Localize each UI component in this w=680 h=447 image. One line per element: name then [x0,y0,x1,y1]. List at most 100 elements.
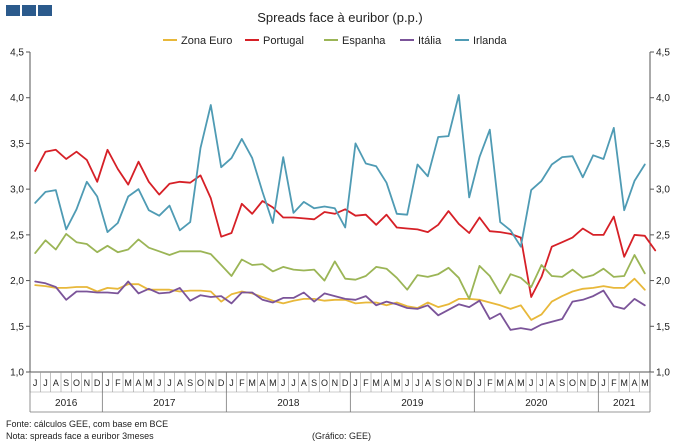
month-tick-label: O [321,378,328,388]
logo-block [22,5,36,16]
y-tick-label-right: 3,0 [656,185,670,196]
y-tick-label-right: 3,5 [656,139,670,150]
month-tick-label: N [456,378,463,388]
month-tick-label: J [601,378,606,388]
month-tick-label: S [559,378,565,388]
footer-credit: (Gráfico: GEE) [312,431,372,441]
y-tick-label-right: 4,0 [656,93,670,104]
y-tick-label-right: 1,0 [656,368,670,379]
month-tick-label: F [239,378,245,388]
month-tick-label: A [383,378,389,388]
y-tick-label-left: 2,0 [10,276,24,287]
footer-source: Fonte: cálculos GEE, com base em BCE [6,419,169,429]
month-tick-label: A [53,378,59,388]
month-tick-label: J [291,378,296,388]
month-tick-label: M [517,378,525,388]
month-tick-label: F [363,378,369,388]
footer-note: Nota: spreads face a euribor 3meses [6,431,154,441]
month-tick-label: S [187,378,193,388]
y-tick-label-right: 2,0 [656,276,670,287]
month-tick-label: A [631,378,637,388]
month-tick-label: J [157,378,162,388]
chart-axes: 1,0 1,0 1,5 1,5 2,0 2,0 2,5 2,5 3,0 3,0 3,5 3,5 4,0 4… [10,48,670,413]
month-tick-label: A [177,378,183,388]
legend-label: Espanha [342,35,386,47]
month-tick-label: A [507,378,513,388]
month-tick-label: O [445,378,452,388]
month-tick-label: D [590,378,597,388]
month-tick-label: M [620,378,628,388]
month-tick-label: J [353,378,358,388]
y-tick-label-left: 1,0 [10,368,24,379]
month-tick-label: F [611,378,617,388]
y-tick-label-left: 4,5 [10,48,24,59]
month-tick-label: M [248,378,256,388]
legend-label: Irlanda [473,35,508,47]
month-tick-label: D [466,378,473,388]
month-tick-label: M [145,378,153,388]
month-tick-label: M [269,378,277,388]
legend-label: Portugal [263,35,304,47]
month-tick-label: D [342,378,349,388]
year-tick-label: 2017 [153,398,176,409]
month-tick-label: J [167,378,172,388]
series-layer [34,94,657,331]
legend-label: Zona Euro [181,35,232,47]
month-tick-label: N [84,378,91,388]
y-tick-label-left: 3,0 [10,185,24,196]
series-line-irlanda [34,94,646,248]
month-tick-label: O [569,378,576,388]
month-tick-label: A [549,378,555,388]
month-tick-label: S [63,378,69,388]
month-tick-label: M [372,378,380,388]
month-tick-label: N [208,378,215,388]
month-tick-label: M [393,378,401,388]
month-tick-label: O [197,378,204,388]
month-tick-label: M [641,378,649,388]
y-tick-label-right: 1,5 [656,322,670,333]
month-tick-label: S [435,378,441,388]
month-tick-label: J [281,378,286,388]
month-tick-label: D [218,378,225,388]
month-tick-label: J [529,378,534,388]
month-tick-label: M [496,378,504,388]
y-tick-label-right: 4,5 [656,48,670,59]
year-tick-label: 2021 [613,398,636,409]
month-tick-label: A [301,378,307,388]
chart-title: Spreads face à euribor (p.p.) [257,10,422,25]
month-tick-label: J [405,378,410,388]
month-tick-label: F [115,378,121,388]
series-line-espanha [34,232,646,300]
month-tick-label: J [43,378,48,388]
month-tick-label: D [94,378,101,388]
month-tick-label: M [124,378,132,388]
month-tick-label: A [135,378,141,388]
year-tick-label: 2020 [525,398,548,409]
month-tick-label: N [580,378,587,388]
legend-label: Itália [418,35,442,47]
series-line-portugal [34,148,657,298]
logo-block [38,5,52,16]
logo-block [6,5,20,16]
month-tick-label: J [229,378,234,388]
month-tick-label: N [332,378,339,388]
series-line-zona-euro [34,277,646,321]
y-tick-label-left: 3,5 [10,139,24,150]
y-tick-label-right: 2,5 [656,230,670,241]
month-tick-label: J [477,378,482,388]
month-tick-label: A [259,378,265,388]
month-tick-label: J [33,378,38,388]
y-tick-label-left: 4,0 [10,93,24,104]
month-tick-label: J [415,378,420,388]
month-tick-label: O [73,378,80,388]
month-tick-label: J [105,378,110,388]
month-tick-label: F [487,378,493,388]
y-tick-label-left: 1,5 [10,322,24,333]
y-tick-label-left: 2,5 [10,230,24,241]
series-line-it-lia [34,280,646,331]
ine-logo-icon [6,5,52,16]
year-tick-label: 2016 [55,398,78,409]
chart-legend: Zona Euro Portugal Espanha Itália Irlanda [163,35,508,47]
month-tick-label: S [311,378,317,388]
